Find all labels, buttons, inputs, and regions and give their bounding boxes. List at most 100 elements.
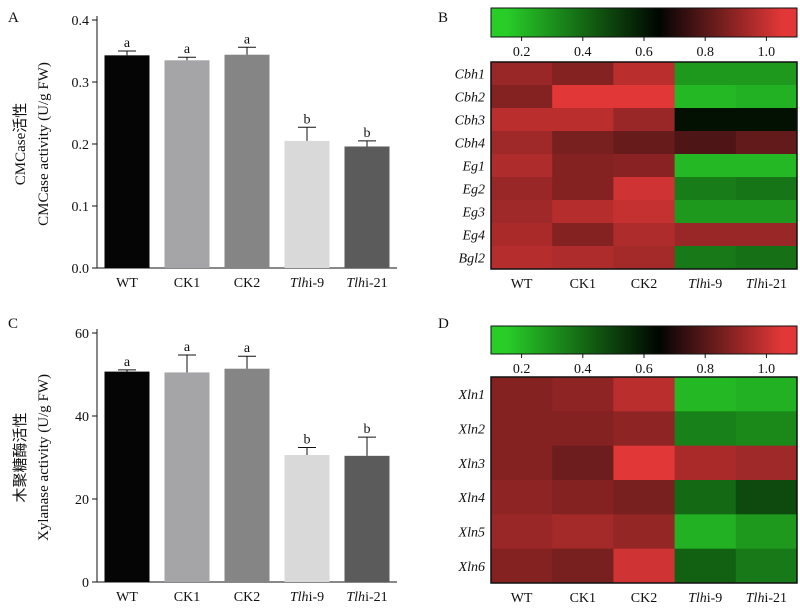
colorbar-tick-label: 0.4 bbox=[574, 45, 592, 60]
heatmap-cell bbox=[552, 377, 614, 412]
colorbar-tick-label: 0.2 bbox=[513, 362, 531, 377]
heatmap-cell bbox=[674, 223, 737, 247]
heatmap-cell bbox=[613, 223, 676, 247]
row-label: Xln5 bbox=[458, 526, 485, 541]
heatmap-cell bbox=[552, 108, 614, 132]
row-label: Xln1 bbox=[458, 388, 485, 403]
heatmap-cell bbox=[552, 223, 614, 247]
heatmap-cell bbox=[613, 108, 676, 132]
colorbar-tick-label: 1.0 bbox=[758, 45, 776, 60]
row-label: Eg4 bbox=[461, 229, 485, 244]
x-tick-label: Tlhi-21 bbox=[346, 590, 387, 605]
y-tick-label: 0 bbox=[82, 576, 89, 591]
column-label: Tlhi-21 bbox=[746, 591, 787, 606]
heatmap-cell bbox=[552, 411, 614, 447]
x-tick-label: WT bbox=[116, 276, 138, 291]
heatmap-cell bbox=[735, 377, 798, 412]
heatmap-border bbox=[490, 376, 798, 584]
panel-label-a: A bbox=[8, 10, 19, 26]
heatmap-cell bbox=[674, 246, 737, 270]
heatmap-cell bbox=[491, 223, 553, 247]
heatmap-cell bbox=[735, 445, 798, 481]
significance-letter: a bbox=[244, 341, 251, 356]
significance-letter: a bbox=[184, 340, 191, 355]
heatmap-cell bbox=[552, 85, 614, 109]
colorbar-tick-label: 0.6 bbox=[635, 362, 653, 377]
colorbar-tick-label: 0.2 bbox=[513, 45, 531, 60]
significance-letter: a bbox=[184, 42, 191, 57]
x-tick-label: Tlhi-9 bbox=[290, 276, 324, 291]
heatmap-cell bbox=[674, 154, 737, 178]
bar bbox=[164, 372, 210, 582]
row-label: Eg3 bbox=[461, 206, 485, 221]
heatmap-cell bbox=[735, 246, 798, 270]
heatmap-cell bbox=[613, 548, 676, 584]
heatmap-border bbox=[490, 61, 798, 270]
panel-label-d: D bbox=[438, 316, 449, 332]
y-tick-label: 0.3 bbox=[72, 76, 90, 91]
panel-label-c: C bbox=[8, 316, 18, 332]
significance-letter: b bbox=[364, 126, 371, 141]
bar bbox=[344, 146, 390, 268]
column-label: Tlhi-21 bbox=[746, 277, 787, 292]
chart-c: 0 20 40 60 a WT a CK1 a CK2 b Tlhi-9 b Tlhi-21 木聚糖酶活性 X… bbox=[12, 327, 397, 605]
heatmap-cell bbox=[735, 131, 798, 155]
row-label: Cbh4 bbox=[455, 137, 485, 152]
heatmap-cell bbox=[735, 85, 798, 109]
colorbar-tick-label: 0.8 bbox=[696, 362, 714, 377]
significance-letter: a bbox=[124, 355, 131, 370]
heatmap-cell bbox=[674, 85, 737, 109]
bar bbox=[224, 368, 270, 582]
bar bbox=[104, 371, 150, 582]
colorbar-tick-label: 0.4 bbox=[574, 362, 592, 377]
heatmap-cell bbox=[674, 548, 737, 584]
significance-letter: a bbox=[244, 32, 251, 47]
significance-letter: b bbox=[304, 433, 311, 448]
heatmap-cell bbox=[674, 445, 737, 481]
heatmap-cell bbox=[613, 514, 676, 550]
heatmap-cell bbox=[491, 200, 553, 224]
heatmap-cell bbox=[491, 548, 553, 584]
x-tick-label: WT bbox=[116, 590, 138, 605]
panel-label-b: B bbox=[438, 10, 448, 26]
column-label: CK2 bbox=[631, 277, 657, 292]
row-label: Xln6 bbox=[458, 560, 485, 575]
heatmap-cell bbox=[552, 177, 614, 201]
heatmap-b: 0.2 0.4 0.6 0.8 1.0 Cbh1 Cbh2 Cbh3 Cbh4 Eg1 Eg2 Eg3… bbox=[455, 7, 798, 292]
heatmap-cell bbox=[613, 200, 676, 224]
heatmap-cell bbox=[735, 548, 798, 584]
heatmap-cell bbox=[491, 411, 553, 447]
chart-a: 0.0 0.1 0.2 0.3 0.4 a WT a CK1 a CK2 b Tlhi-9 b Tlhi-2… bbox=[12, 14, 397, 291]
heatmap-cell bbox=[735, 177, 798, 201]
bar bbox=[344, 455, 390, 582]
x-tick-label: CK1 bbox=[174, 590, 200, 605]
heatmap-cell bbox=[552, 445, 614, 481]
colorbar bbox=[490, 7, 798, 38]
x-tick-label: CK2 bbox=[234, 276, 260, 291]
heatmap-cell bbox=[552, 200, 614, 224]
heatmap-cell bbox=[491, 108, 553, 132]
heatmap-cell bbox=[674, 131, 737, 155]
heatmap-cell bbox=[674, 177, 737, 201]
row-label: Xln2 bbox=[458, 423, 485, 438]
heatmap-cell bbox=[735, 108, 798, 132]
heatmap-cell bbox=[735, 200, 798, 224]
row-label: Xln4 bbox=[458, 491, 485, 506]
heatmap-cell bbox=[552, 246, 614, 270]
heatmap-cell bbox=[735, 62, 798, 86]
heatmap-cell bbox=[735, 514, 798, 550]
x-tick-label: CK2 bbox=[234, 590, 260, 605]
significance-letter: b bbox=[364, 422, 371, 437]
heatmap-cell bbox=[674, 377, 737, 412]
colorbar-tick-label: 0.6 bbox=[635, 45, 653, 60]
colorbar-tick-label: 0.8 bbox=[696, 45, 714, 60]
row-label: Cbh2 bbox=[455, 91, 485, 106]
heatmap-cell bbox=[674, 108, 737, 132]
heatmap-cell bbox=[674, 411, 737, 447]
heatmap-cell bbox=[735, 223, 798, 247]
colorbar bbox=[490, 325, 798, 355]
bar bbox=[104, 55, 150, 269]
heatmap-cell bbox=[613, 85, 676, 109]
bar bbox=[284, 140, 330, 268]
heatmap-cell bbox=[491, 377, 553, 412]
